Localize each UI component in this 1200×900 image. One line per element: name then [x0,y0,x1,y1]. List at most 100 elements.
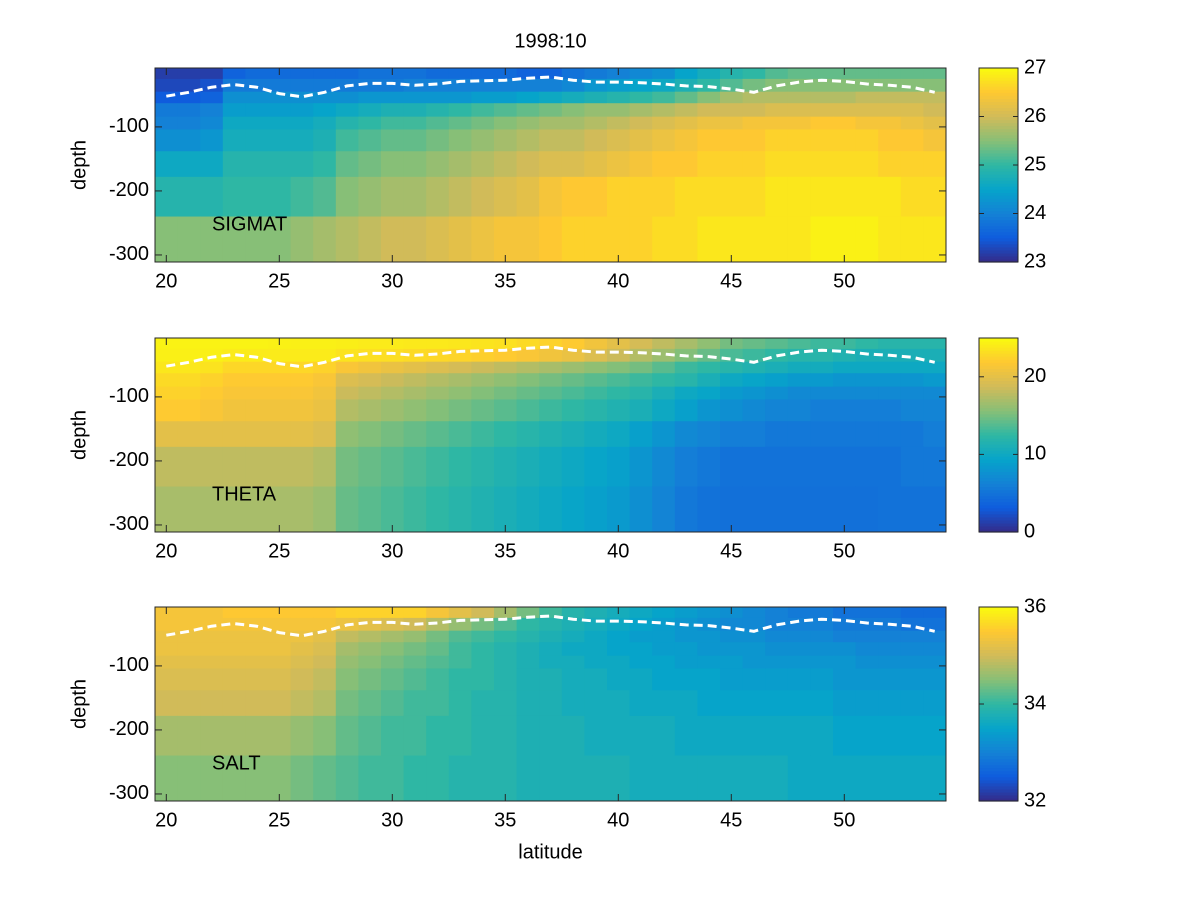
cell [539,129,563,152]
cell [403,116,427,130]
cell [584,129,608,152]
cell [222,715,246,757]
cell [900,91,924,104]
colorbar-segment [979,474,1018,479]
cell [448,338,472,350]
cell [222,151,246,178]
cell [268,630,292,643]
colorbar-tick-label: 34 [1024,692,1046,714]
cell [855,216,879,262]
cell [674,216,698,262]
cell [200,91,224,104]
cell [403,373,427,388]
cell [923,129,946,152]
cell [177,715,201,757]
cell [810,116,834,130]
cell [200,116,224,130]
cell [720,103,744,118]
cell [358,151,382,178]
cell [833,116,857,130]
annotation: SALT [212,752,261,774]
x-tick-label: 40 [607,540,629,562]
cell [878,486,902,532]
colorbar-segment [979,685,1018,690]
cell [652,176,676,218]
cell [471,116,495,130]
cell [268,642,292,657]
cell [720,642,744,657]
cell [222,755,246,801]
cell [652,103,676,118]
colorbar-segment [979,743,1018,748]
cell [923,216,946,262]
cell [516,361,540,374]
y-tick-label: -200 [109,718,149,740]
cell [471,607,495,619]
cell [313,78,337,93]
cell [855,338,879,350]
x-tick-label: 30 [381,540,403,562]
cell [222,216,246,262]
cell [765,446,789,488]
cell [539,617,563,632]
cell [155,216,179,262]
cell [222,91,246,104]
cell [155,386,179,400]
cell [652,655,676,669]
cell [245,78,269,93]
cell [855,755,879,801]
cell [765,129,789,152]
cell [448,421,472,448]
cell [900,755,924,801]
cell [290,399,314,422]
cell [561,116,585,130]
cell [697,386,721,400]
cell [200,690,224,717]
cell [765,690,789,717]
colorbar-segment [979,646,1018,651]
colorbar-segment [979,634,1018,638]
cell [200,176,224,218]
cell [900,607,924,619]
cell [381,151,405,178]
cell [448,630,472,643]
cell [516,755,540,801]
cell [742,755,766,801]
cell [539,386,563,400]
colorbar-segment [979,338,1018,342]
colorbar-segment [979,104,1018,109]
cell [629,338,653,350]
colorbar-segment [979,431,1018,436]
cell [448,361,472,374]
cell [426,655,450,669]
cell [878,690,902,717]
cell [358,690,382,717]
cell [697,91,721,104]
cell [245,655,269,669]
cell [494,690,518,717]
cell [358,715,382,757]
cell [245,386,269,400]
cell [177,399,201,422]
cell [787,91,811,104]
cell [494,446,518,488]
cell [697,642,721,657]
cell [539,446,563,488]
cell [516,399,540,422]
cell [222,399,246,422]
colorbar-segment [979,183,1018,187]
cell [697,690,721,717]
cell [335,68,359,80]
cell [765,151,789,178]
cell [742,486,766,532]
cell [471,715,495,757]
cell [358,486,382,532]
cell [155,668,179,691]
colorbar-segment [979,438,1018,442]
cell [742,446,766,488]
colorbar-segment [979,707,1018,711]
cell [855,129,879,152]
cell [720,151,744,178]
x-tick-label: 50 [833,270,855,292]
cell [448,607,472,619]
